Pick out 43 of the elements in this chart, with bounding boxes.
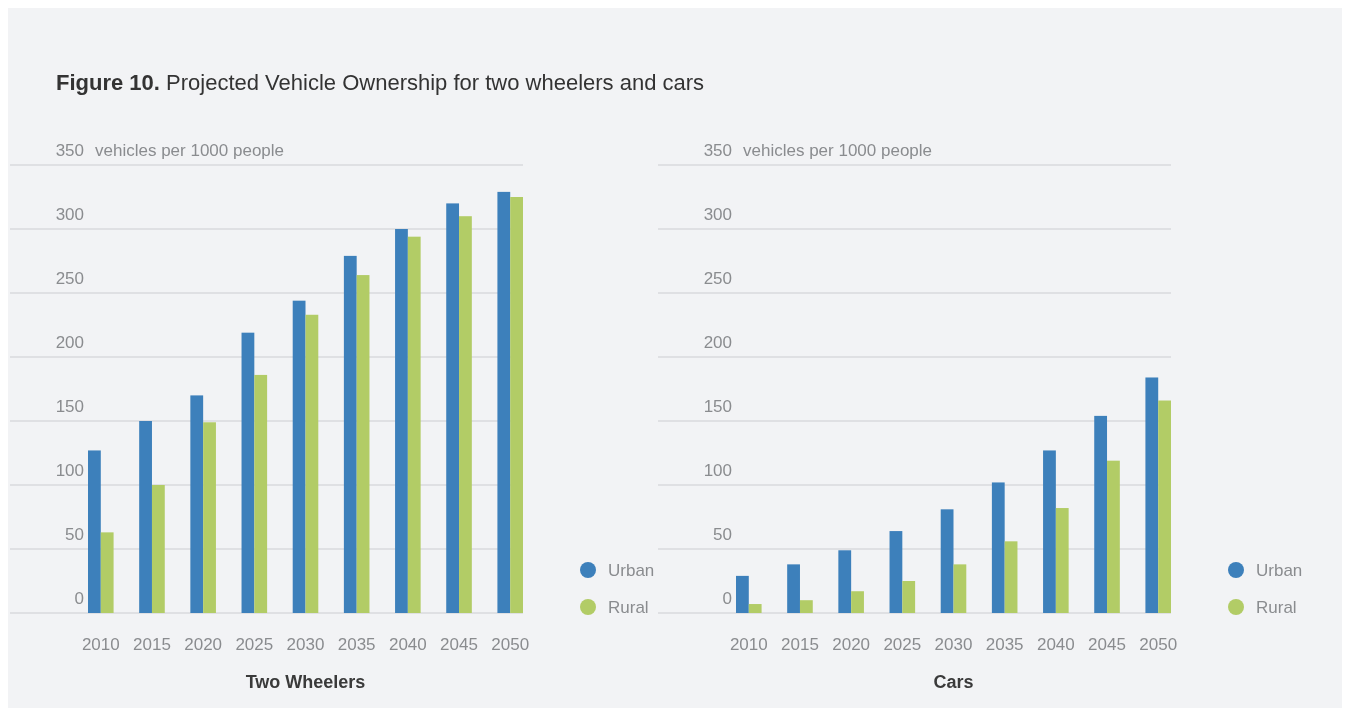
y-axis-title: vehicles per 1000 people xyxy=(95,141,285,160)
x-tick-label: 2030 xyxy=(934,635,973,654)
x-tick-label: 2040 xyxy=(388,635,427,654)
x-axis-title: Two Wheelers xyxy=(245,672,366,692)
y-tick-label: 300 xyxy=(55,205,84,224)
chart-title: Figure 10. Projected Vehicle Ownership for two wheelers and cars xyxy=(56,70,705,95)
x-tick-label: 2045 xyxy=(440,635,478,654)
y-tick-label: 250 xyxy=(55,269,84,288)
legend-label: Rural xyxy=(608,598,649,617)
x-tick-label: 2035 xyxy=(337,635,376,654)
x-tick-label: 2030 xyxy=(286,635,325,654)
y-tick-label: 150 xyxy=(703,397,732,416)
y-axis-title: vehicles per 1000 people xyxy=(743,141,933,160)
y-tick-label: 200 xyxy=(703,333,732,352)
y-tick-label: 300 xyxy=(703,205,732,224)
y-tick-label: 150 xyxy=(55,397,84,416)
x-tick-label: 2045 xyxy=(1088,635,1126,654)
legend-label: Urban xyxy=(1256,561,1303,580)
x-tick-label: 2035 xyxy=(985,635,1024,654)
x-tick-label: 2015 xyxy=(133,635,171,654)
x-tick-label: 2015 xyxy=(781,635,819,654)
y-tick-label: 250 xyxy=(703,269,732,288)
x-tick-label: 2040 xyxy=(1036,635,1075,654)
legend-label: Urban xyxy=(608,561,655,580)
x-tick-label: 2010 xyxy=(81,635,120,654)
x-tick-label: 2025 xyxy=(883,635,922,654)
y-tick-label: 50 xyxy=(713,525,732,544)
y-tick-label: 0 xyxy=(722,589,732,608)
x-tick-label: 2050 xyxy=(1139,635,1178,654)
y-tick-label: 50 xyxy=(65,525,84,544)
legend-label: Rural xyxy=(1256,598,1297,617)
y-tick-label: 350 xyxy=(703,141,732,160)
y-tick-label: 0 xyxy=(74,589,84,608)
x-axis-title: Cars xyxy=(933,672,974,692)
y-tick-label: 100 xyxy=(703,461,732,480)
x-tick-label: 2050 xyxy=(491,635,530,654)
y-tick-label: 350 xyxy=(55,141,84,160)
y-tick-label: 200 xyxy=(55,333,84,352)
y-tick-label: 100 xyxy=(55,461,84,480)
x-tick-label: 2020 xyxy=(184,635,223,654)
x-tick-label: 2010 xyxy=(729,635,768,654)
x-tick-label: 2025 xyxy=(235,635,274,654)
x-tick-label: 2020 xyxy=(832,635,871,654)
